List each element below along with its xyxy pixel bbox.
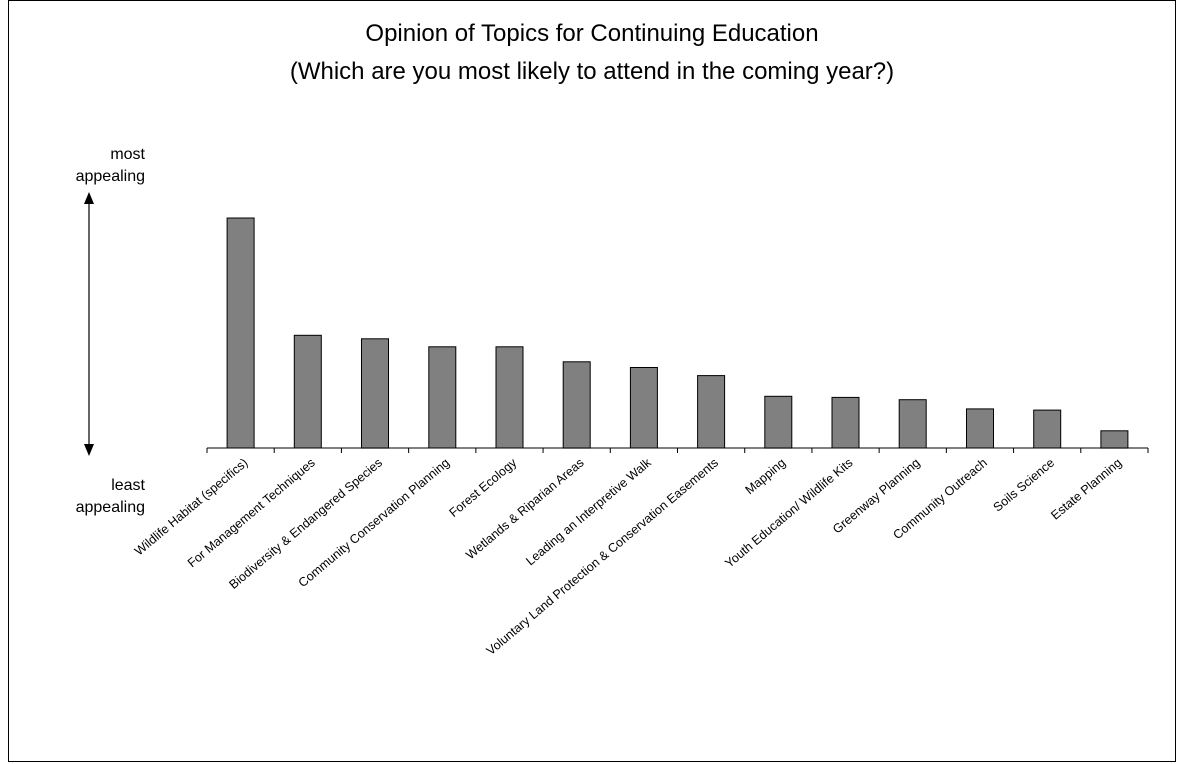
- bar: [629, 367, 658, 449]
- y-arrow-down-head: [84, 444, 94, 456]
- x-tick-label: Leading an Interpretive Walk: [523, 455, 654, 568]
- x-tick-label: For Management Techniques: [185, 456, 318, 571]
- x-tick-label: Voluntary Land Protection & Conservation…: [484, 456, 721, 658]
- bar: [562, 361, 591, 449]
- bar: [495, 346, 524, 449]
- chart-subtitle: (Which are you most likely to attend in …: [289, 58, 895, 85]
- bar: [1033, 409, 1062, 449]
- bar: [697, 375, 726, 449]
- y-top-label-line2: appealing: [75, 168, 145, 185]
- bar: [764, 395, 793, 449]
- chart-title: Opinion of Topics for Continuing Educati…: [365, 20, 819, 47]
- y-arrow-up-head: [84, 192, 94, 204]
- x-tick-label: Youth Education/ Wildlife Kits: [722, 456, 855, 571]
- x-tick-label: Soils Science: [991, 456, 1058, 515]
- x-tick-label: Wildlife Habitat (specifics): [132, 456, 251, 559]
- chart-frame: [8, 0, 1176, 762]
- x-tick-label: Community Conservation Planning: [296, 456, 452, 590]
- x-tick-label: Forest Ecology: [447, 455, 520, 520]
- x-tick-label: Estate Planning: [1048, 456, 1124, 523]
- y-bottom-label-line1: least: [111, 477, 145, 494]
- bar: [361, 338, 389, 449]
- y-bottom-label-line2: appealing: [75, 499, 145, 516]
- bar: [898, 399, 927, 449]
- x-tick-label: Wetlands & Riparian Areas: [463, 456, 586, 563]
- bar: [831, 396, 860, 449]
- x-tick-label: Mapping: [743, 456, 789, 498]
- bar: [226, 217, 255, 449]
- bar: [293, 334, 322, 449]
- bar: [428, 346, 457, 449]
- bar: [1100, 430, 1129, 449]
- y-top-label-line1: most: [110, 146, 145, 163]
- bar: [966, 408, 994, 449]
